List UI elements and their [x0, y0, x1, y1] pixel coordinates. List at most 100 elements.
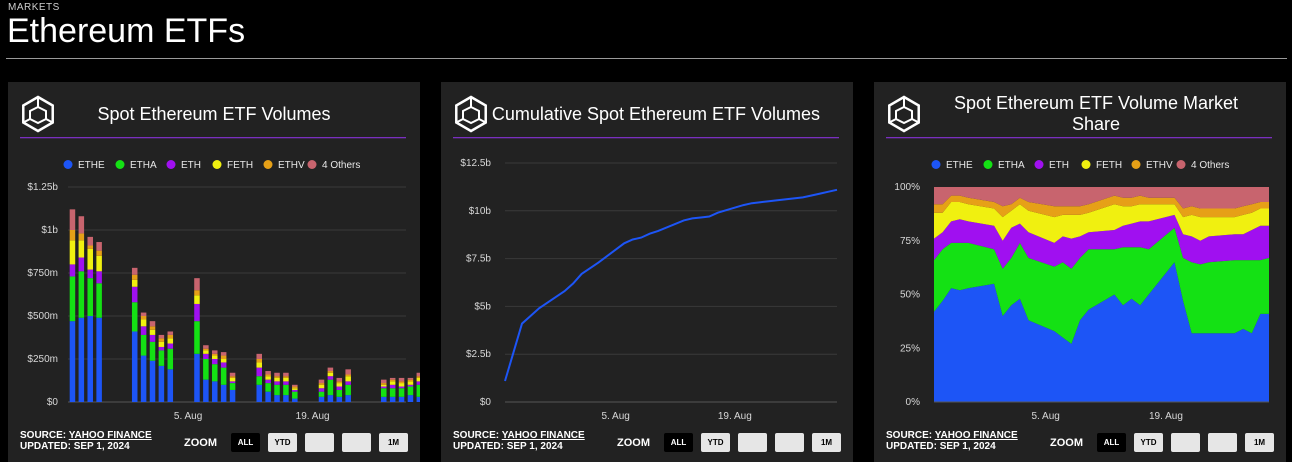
legend-label: ETHV	[1146, 160, 1173, 171]
area-band	[934, 227, 1269, 344]
zoom-button-3[interactable]	[305, 433, 334, 452]
cube-outline	[22, 95, 54, 133]
x-tick-label: 19. Aug	[296, 411, 330, 422]
cube-edge	[888, 118, 897, 124]
bar-segment	[220, 359, 227, 363]
legend-item: ETHV	[263, 160, 305, 171]
bar-segment	[87, 248, 93, 270]
zoom-ytd-button[interactable]: YTD	[268, 433, 297, 452]
zoom-button-4[interactable]	[775, 433, 804, 452]
series-line	[504, 188, 838, 382]
bar-segment	[212, 364, 218, 382]
y-tick-label: 75%	[900, 236, 920, 247]
x-tick-label: 5. Aug	[601, 411, 629, 422]
cube-inner	[29, 105, 47, 125]
chart-card-volumes: Spot Ethereum ETF Volumes ETHE ETHA ETH FETH…	[8, 82, 420, 462]
legend-swatch	[983, 160, 993, 169]
zoom-button-4[interactable]	[1208, 433, 1237, 452]
y-tick-label: $750m	[27, 268, 58, 279]
bar-segment	[336, 389, 343, 397]
source-link[interactable]: YAHOO FINANCE	[68, 430, 152, 441]
bar-segment	[140, 312, 147, 316]
bar-segment	[87, 316, 93, 402]
bar-segment	[389, 377, 396, 380]
bar-segment	[69, 264, 76, 277]
bar-segment	[416, 384, 420, 397]
bar-segment	[292, 391, 298, 399]
bar-segment	[407, 381, 414, 385]
bar-segment	[283, 377, 289, 382]
zoom-1m-button[interactable]: 1M	[1245, 433, 1274, 452]
bar-segment	[167, 334, 174, 339]
legend-label: ETH	[1049, 160, 1069, 171]
zoom-ytd-button[interactable]: YTD	[701, 433, 730, 452]
x-tick-label: 5. Aug	[174, 411, 202, 422]
bar-segment	[194, 290, 200, 296]
title-underline	[20, 137, 406, 139]
bar-segment	[78, 240, 85, 258]
bar-segment	[131, 331, 138, 402]
legend-swatch	[263, 160, 273, 169]
cube-inner	[462, 105, 480, 125]
bar-segment	[265, 374, 271, 377]
bar-segment	[283, 395, 289, 402]
zoom-all-button[interactable]: ALL	[231, 433, 260, 452]
x-tick-label: 19. Aug	[718, 411, 752, 422]
legend-label: ETHE	[78, 160, 105, 171]
legend-item: ETHE	[63, 160, 105, 171]
cube-edge	[911, 118, 920, 124]
bar-segment	[96, 283, 102, 318]
legend-label: ETHV	[278, 160, 305, 171]
chart-title: Cumulative Spot Ethereum ETF Volumes	[492, 104, 820, 124]
zoom-1m-button[interactable]: 1M	[379, 433, 408, 452]
bar-segment	[78, 233, 85, 241]
bar-segment	[256, 376, 262, 385]
bar-segment	[389, 384, 396, 389]
market-share-chart: Spot Ethereum ETF Volume MarketShareETHE…	[886, 93, 1272, 422]
bar-segment	[416, 376, 420, 378]
legend-item: FETH	[1081, 160, 1122, 171]
legend-swatch	[212, 160, 222, 169]
legend-label: ETH	[181, 160, 201, 171]
chart-card-cumulative: Cumulative Spot Ethereum ETF Volumes $0 $2…	[441, 82, 853, 462]
bar-segment	[345, 381, 351, 385]
zoom-button-4[interactable]	[342, 433, 371, 452]
zoom-all-button[interactable]: ALL	[1097, 433, 1126, 452]
bar-segment	[327, 372, 334, 377]
cube-edge	[45, 118, 54, 124]
bar-segment	[318, 388, 325, 392]
bar-segment	[318, 391, 325, 397]
zoom-ytd-button[interactable]: YTD	[1134, 433, 1163, 452]
zoom-all-button[interactable]: ALL	[664, 433, 693, 452]
zoom-button-3[interactable]	[738, 433, 767, 452]
y-tick-label: $0	[47, 397, 59, 408]
bar-segment	[78, 271, 85, 318]
legend-swatch	[63, 160, 73, 169]
chart-title: Spot Ethereum ETF Volumes	[97, 104, 330, 124]
bar-segment	[274, 381, 280, 385]
zoom-button-3[interactable]	[1171, 433, 1200, 452]
legend-item: FETH	[212, 160, 253, 171]
bar-segment	[212, 359, 218, 365]
source-link[interactable]: YAHOO FINANCE	[934, 430, 1018, 441]
bar-segment	[407, 386, 414, 396]
bar-segment	[318, 379, 325, 384]
bar-segment	[96, 271, 102, 284]
zoom-1m-button[interactable]: 1M	[812, 433, 841, 452]
legend-swatch	[307, 160, 317, 169]
title-underline	[886, 137, 1272, 139]
bar-segment	[194, 353, 200, 402]
legend-swatch	[115, 160, 125, 169]
bar-segment	[203, 350, 209, 354]
bar-segment	[265, 391, 271, 402]
source-link[interactable]: YAHOO FINANCE	[501, 430, 585, 441]
bar-segment	[292, 389, 298, 392]
legend-item: ETHA	[115, 160, 157, 171]
bar-segment	[220, 355, 227, 359]
zoom-label: ZOOM	[184, 436, 217, 449]
source-note: SOURCE: YAHOO FINANCE UPDATED: SEP 1, 20…	[20, 430, 152, 452]
bar-segment	[265, 383, 271, 392]
bar-segment	[274, 377, 280, 382]
y-tick-label: 50%	[900, 290, 920, 301]
bar-segment	[149, 321, 156, 327]
